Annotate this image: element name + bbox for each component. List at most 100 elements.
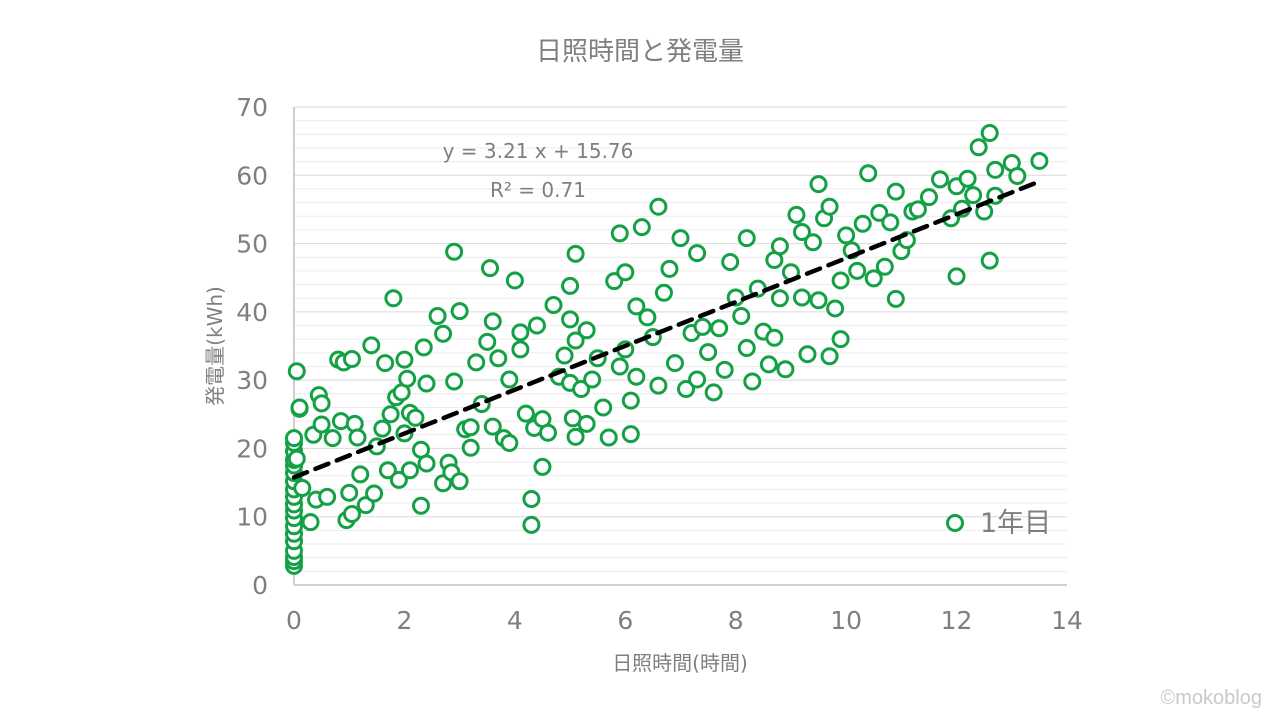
data-point xyxy=(450,302,469,321)
data-point xyxy=(809,175,828,194)
data-point xyxy=(505,271,524,290)
y-tick-label: 10 xyxy=(236,503,268,532)
data-point xyxy=(864,269,883,288)
data-point xyxy=(373,419,392,438)
data-point xyxy=(376,354,395,373)
data-point xyxy=(500,433,519,452)
data-point xyxy=(616,263,635,282)
trendline xyxy=(291,179,1042,480)
data-point xyxy=(737,339,756,358)
data-point xyxy=(411,496,430,515)
data-point xyxy=(287,449,306,468)
data-point xyxy=(610,224,629,243)
data-point xyxy=(870,203,889,222)
data-point xyxy=(527,316,546,335)
x-tick-label: 14 xyxy=(1051,606,1083,635)
data-point xyxy=(654,283,673,302)
data-point xyxy=(688,370,707,389)
data-point xyxy=(414,338,433,357)
data-point xyxy=(649,376,668,395)
data-point xyxy=(732,306,751,325)
x-tick-label: 8 xyxy=(728,606,744,635)
data-point xyxy=(301,513,320,532)
data-point xyxy=(688,244,707,263)
x-tick-label: 10 xyxy=(830,606,862,635)
data-point xyxy=(627,367,646,386)
data-point xyxy=(1008,166,1027,185)
data-point xyxy=(312,394,331,413)
data-point xyxy=(820,347,839,366)
data-point xyxy=(859,164,878,183)
data-point xyxy=(428,306,447,325)
x-axis-title: 日照時間(時間) xyxy=(612,651,748,675)
data-point xyxy=(522,489,541,508)
data-point xyxy=(660,259,679,278)
y-tick-label: 60 xyxy=(236,161,268,190)
gridlines xyxy=(294,106,1067,572)
trendline-group xyxy=(291,179,1042,480)
data-point xyxy=(544,296,563,315)
watermark: ©mokoblog xyxy=(1160,687,1262,709)
data-point xyxy=(969,138,988,157)
data-point xyxy=(434,324,453,343)
data-point xyxy=(516,404,535,423)
data-point xyxy=(406,408,425,427)
data-point xyxy=(500,370,519,389)
data-point xyxy=(561,276,580,295)
data-point xyxy=(765,328,784,347)
data-point xyxy=(875,257,894,276)
data-point xyxy=(445,242,464,261)
data-point xyxy=(594,398,613,417)
data-point xyxy=(831,271,850,290)
data-point xyxy=(583,370,602,389)
data-point xyxy=(356,496,375,515)
data-point xyxy=(461,418,480,437)
data-point xyxy=(881,213,900,232)
data-point xyxy=(770,289,789,308)
data-point xyxy=(445,372,464,391)
data-point xyxy=(632,218,651,237)
tick-labels: 0 2 4 6 8 10 12 14 0 10 20 30 40 50 60 70 xyxy=(236,93,1083,635)
x-tick-label: 2 xyxy=(396,606,412,635)
data-point xyxy=(820,197,839,216)
x-tick-label: 12 xyxy=(941,606,973,635)
x-tick-label: 6 xyxy=(617,606,633,635)
data-point xyxy=(323,429,342,448)
data-point xyxy=(770,237,789,256)
data-point xyxy=(931,170,950,189)
y-tick-label: 30 xyxy=(236,366,268,395)
legend-marker-icon xyxy=(946,514,964,532)
data-point xyxy=(776,360,795,379)
data-point xyxy=(417,374,436,393)
data-point xyxy=(538,423,557,442)
data-point xyxy=(461,438,480,457)
data-point xyxy=(342,504,361,523)
data-point xyxy=(293,479,312,498)
data-point xyxy=(792,288,811,307)
data-point xyxy=(986,160,1005,179)
data-point xyxy=(627,297,646,316)
data-point xyxy=(483,417,502,436)
data-point xyxy=(478,332,497,351)
data-point xyxy=(400,461,419,480)
data-point xyxy=(610,357,629,376)
data-point xyxy=(721,253,740,272)
data-point xyxy=(285,429,303,448)
data-point xyxy=(831,330,850,349)
data-point xyxy=(312,415,331,434)
data-point xyxy=(677,380,696,399)
data-point xyxy=(381,405,400,424)
data-point xyxy=(384,289,403,308)
axes xyxy=(293,107,1067,586)
data-point xyxy=(389,470,408,489)
data-point xyxy=(787,205,806,224)
data-point xyxy=(511,323,530,342)
legend-label: 1年目 xyxy=(980,508,1051,539)
chart-title: 日照時間と発電量 xyxy=(536,37,744,67)
data-point xyxy=(481,259,500,278)
data-point xyxy=(947,267,966,286)
data-point xyxy=(980,251,999,270)
data-point xyxy=(395,350,414,369)
data-point xyxy=(886,289,905,308)
